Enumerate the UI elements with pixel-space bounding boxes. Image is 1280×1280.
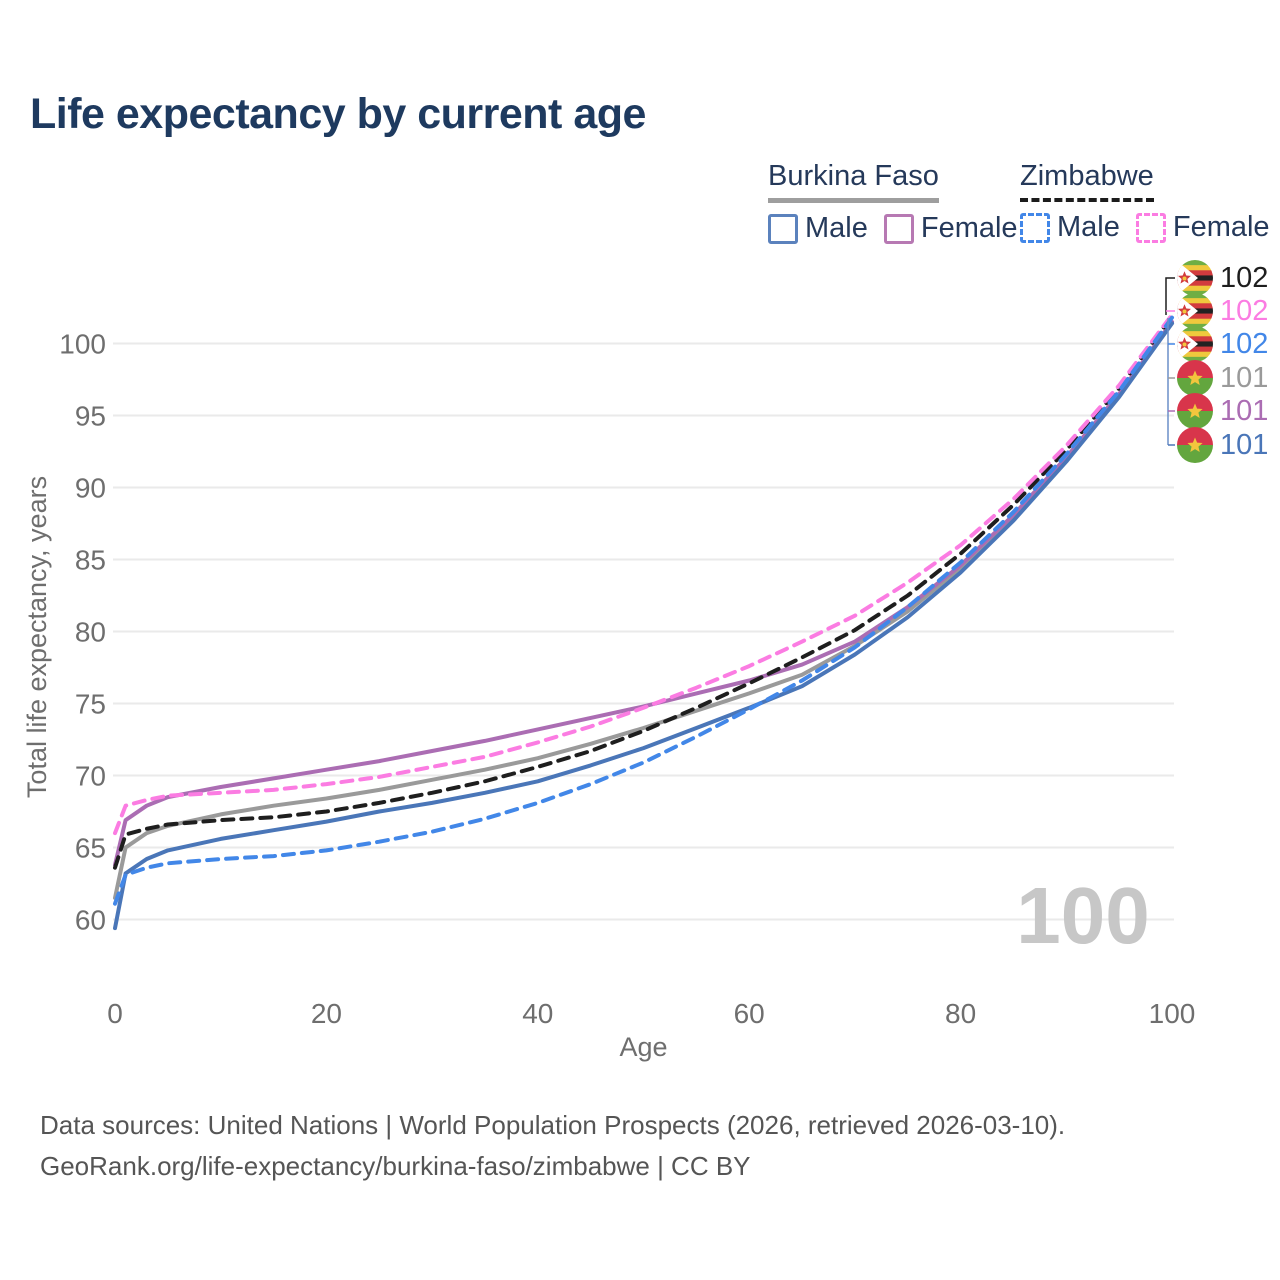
legend-item-burkina-faso-male[interactable]: Male [768, 212, 868, 245]
watermark-age-counter: 100 [1016, 871, 1149, 960]
x-tick-label-20: 20 [311, 998, 342, 1029]
end-label-row-burkina-faso: 101 [1177, 359, 1268, 397]
y-tick-label-95: 95 [75, 401, 106, 432]
end-label-value: 101 [1220, 428, 1269, 461]
end-label-row-burkina-faso-male: 101 [1177, 426, 1268, 464]
legend-item-zimbabwe-female[interactable]: Female [1135, 211, 1270, 244]
zimbabwe-flag-icon [1177, 260, 1213, 296]
end-label-connector-zimbabwe [1165, 277, 1175, 315]
x-tick-label-0: 0 [107, 998, 123, 1029]
y-tick-label-65: 65 [75, 833, 106, 864]
y-tick-label-85: 85 [75, 545, 106, 576]
legend-label-burkina-faso-male[interactable]: Male [805, 212, 868, 244]
legend-item-zimbabwe-male[interactable]: Male [1020, 211, 1120, 244]
legend-checkbox-zimbabwe-male-icon[interactable] [1020, 212, 1050, 243]
end-label-row-zimbabwe: 102 [1177, 259, 1268, 297]
footer: Data sources: United Nations | World Pop… [40, 1105, 1065, 1187]
legend-label-burkina-faso-female[interactable]: Female [920, 212, 1018, 244]
end-label-row-zimbabwe-female: 102 [1177, 292, 1268, 330]
end-label-row-zimbabwe-male: 102 [1177, 325, 1268, 363]
series-line-burkina-faso-female [113, 319, 1174, 867]
legend-group-zimbabwe: Zimbabwe Male Female [1020, 160, 1280, 244]
legend-group-burkina-faso: Burkina Faso Male Female [768, 160, 1034, 245]
y-tick-label-75: 75 [75, 689, 106, 720]
burkina-faso-flag-icon [1177, 427, 1213, 463]
y-axis-title: Total life expectancy, years [22, 476, 52, 798]
legend-heading-burkina-faso: Burkina Faso [768, 160, 939, 203]
y-tick-label-100: 100 [59, 329, 106, 360]
series-line-zimbabwe-female [113, 312, 1174, 836]
end-label-value: 102 [1220, 327, 1269, 360]
y-tick-label-60: 60 [75, 905, 106, 936]
end-label-value: 101 [1220, 361, 1269, 394]
series-line-burkina-faso-male [113, 321, 1174, 931]
end-label-value: 102 [1220, 261, 1269, 294]
legend-checkbox-burkina-faso-male-icon[interactable] [768, 213, 798, 244]
y-tick-label-90: 90 [75, 473, 106, 504]
page-title: Life expectancy by current age [30, 90, 646, 138]
series-line-burkina-faso [113, 321, 1174, 900]
burkina-faso-flag-icon [1177, 393, 1213, 429]
legend-checkbox-burkina-faso-female-icon[interactable] [883, 213, 914, 244]
legend-heading-zimbabwe: Zimbabwe [1020, 160, 1154, 202]
footer-attribution: GeoRank.org/life-expectancy/burkina-faso… [40, 1151, 751, 1181]
legend-item-burkina-faso-female[interactable]: Female [883, 212, 1018, 245]
footer-data-sources: Data sources: United Nations | World Pop… [40, 1110, 1066, 1140]
end-label-value: 102 [1220, 294, 1269, 327]
series-line-zimbabwe [113, 314, 1174, 870]
zimbabwe-flag-icon [1177, 293, 1213, 329]
x-tick-label-60: 60 [734, 998, 765, 1029]
burkina-faso-flag-icon [1177, 360, 1213, 396]
x-axis-title: Age [619, 1032, 667, 1062]
legend-checkbox-zimbabwe-female-icon[interactable] [1135, 212, 1166, 243]
x-tick-label-100: 100 [1149, 998, 1196, 1029]
legend-items-burkina-faso: Male Female [768, 212, 1034, 245]
x-tick-label-40: 40 [522, 998, 553, 1029]
legend-label-zimbabwe-male[interactable]: Male [1057, 211, 1120, 243]
end-label-value: 101 [1220, 394, 1269, 427]
y-tick-label-70: 70 [75, 761, 106, 792]
legend-items-zimbabwe: Male Female [1020, 211, 1280, 244]
zimbabwe-flag-icon [1177, 326, 1213, 362]
x-tick-label-80: 80 [945, 998, 976, 1029]
series-line-zimbabwe-male [113, 315, 1174, 906]
y-tick-label-80: 80 [75, 617, 106, 648]
end-label-row-burkina-faso-female: 101 [1177, 392, 1268, 430]
legend-label-zimbabwe-female[interactable]: Female [1172, 211, 1270, 243]
